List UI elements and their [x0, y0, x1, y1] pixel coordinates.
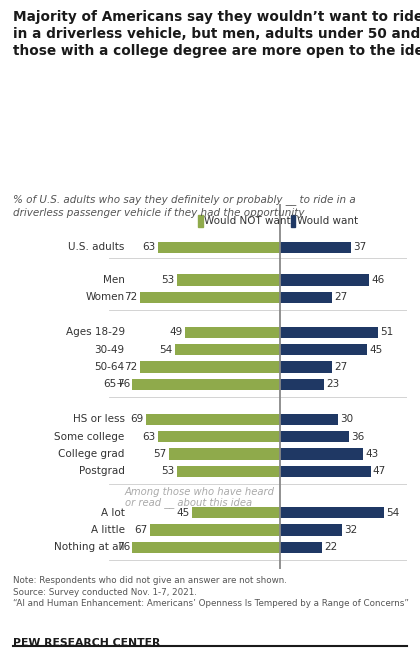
Text: 53: 53	[161, 467, 175, 476]
Text: 36: 36	[352, 432, 365, 442]
Text: % of U.S. adults who say they definitely or probably __ to ride in a
driverless : % of U.S. adults who say they definitely…	[13, 194, 355, 218]
Text: 32: 32	[344, 525, 357, 535]
Text: Men: Men	[103, 275, 125, 285]
Text: Would want: Would want	[297, 216, 358, 226]
Text: 43: 43	[365, 449, 378, 459]
Bar	[291, 215, 296, 228]
Text: Women: Women	[86, 292, 125, 303]
Text: Note: Respondents who did not give an answer are not shown.
Source: Survey condu: Note: Respondents who did not give an an…	[13, 576, 409, 609]
Text: 45: 45	[177, 508, 190, 518]
Bar	[192, 507, 280, 519]
Bar	[280, 507, 384, 519]
Text: 30-49: 30-49	[94, 345, 125, 355]
Bar	[140, 291, 280, 303]
Bar	[140, 361, 280, 372]
Text: 63: 63	[142, 242, 155, 253]
Text: 23: 23	[326, 380, 340, 390]
Bar	[280, 431, 349, 442]
Text: 45: 45	[369, 345, 382, 355]
Bar	[177, 466, 280, 477]
Bar	[280, 448, 363, 459]
Text: 67: 67	[134, 525, 147, 535]
Text: or read __ about this idea: or read __ about this idea	[125, 497, 252, 509]
Text: U.S. adults: U.S. adults	[68, 242, 125, 253]
Text: Nothing at all: Nothing at all	[54, 542, 125, 553]
Bar	[280, 291, 332, 303]
Text: 49: 49	[169, 327, 182, 338]
Text: 27: 27	[334, 362, 347, 372]
Text: 57: 57	[154, 449, 167, 459]
Bar	[177, 274, 280, 286]
Text: 65+: 65+	[103, 380, 125, 390]
Bar	[158, 241, 280, 253]
Bar	[150, 524, 280, 536]
Text: Ages 18-29: Ages 18-29	[66, 327, 125, 338]
Text: 69: 69	[131, 414, 144, 424]
Text: 72: 72	[125, 362, 138, 372]
Text: Majority of Americans say they wouldn’t want to ride
in a driverless vehicle, bu: Majority of Americans say they wouldn’t …	[13, 10, 420, 59]
Text: 63: 63	[142, 432, 155, 442]
Bar	[280, 241, 351, 253]
Text: 50-64: 50-64	[94, 362, 125, 372]
Text: 30: 30	[340, 414, 353, 424]
Text: 27: 27	[334, 292, 347, 303]
Text: A little: A little	[91, 525, 125, 535]
Bar	[280, 274, 369, 286]
Text: 76: 76	[117, 542, 130, 553]
Text: 37: 37	[354, 242, 367, 253]
Bar	[280, 326, 378, 338]
Bar	[280, 413, 338, 425]
Text: 47: 47	[373, 467, 386, 476]
Text: College grad: College grad	[58, 449, 125, 459]
Text: Postgrad: Postgrad	[79, 467, 125, 476]
Bar	[280, 344, 367, 355]
Text: HS or less: HS or less	[73, 414, 125, 424]
Bar	[132, 379, 280, 390]
Bar	[132, 542, 280, 553]
Text: 51: 51	[381, 327, 394, 338]
Text: 54: 54	[160, 345, 173, 355]
Bar	[185, 326, 280, 338]
Bar	[280, 542, 322, 553]
Text: 53: 53	[161, 275, 175, 285]
Bar	[280, 466, 370, 477]
Text: Would NOT want: Would NOT want	[204, 216, 290, 226]
Text: PEW RESEARCH CENTER: PEW RESEARCH CENTER	[13, 638, 160, 648]
Text: 46: 46	[371, 275, 384, 285]
Text: 72: 72	[125, 292, 138, 303]
Text: 22: 22	[325, 542, 338, 553]
Text: Some college: Some college	[55, 432, 125, 442]
Bar	[175, 344, 280, 355]
Text: A lot: A lot	[101, 508, 125, 518]
Bar	[169, 448, 280, 459]
Bar	[280, 524, 341, 536]
Bar	[198, 215, 202, 228]
Text: 76: 76	[117, 380, 130, 390]
Bar	[280, 361, 332, 372]
Bar	[158, 431, 280, 442]
Text: Among those who have heard: Among those who have heard	[125, 487, 275, 497]
Text: 54: 54	[386, 508, 400, 518]
Bar	[146, 413, 280, 425]
Bar	[280, 379, 324, 390]
